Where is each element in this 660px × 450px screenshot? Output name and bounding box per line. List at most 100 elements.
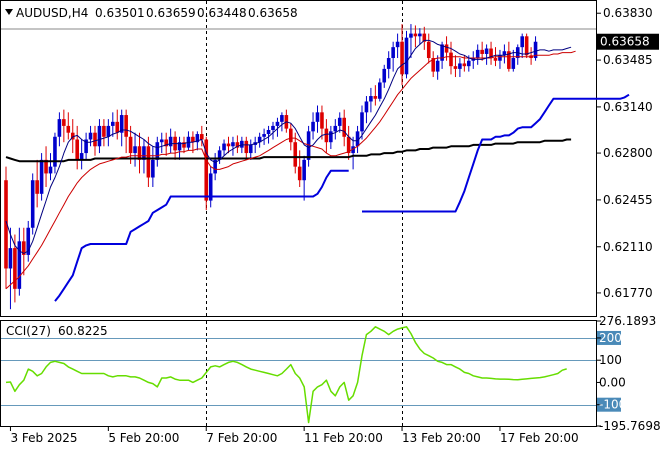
cci-axis-label: 200 <box>599 331 622 345</box>
bull-candle-body <box>119 115 124 133</box>
bull-candle-body <box>84 139 88 154</box>
time-axis-label: 7 Feb 20:00 <box>206 431 277 445</box>
bull-candle-body <box>360 112 364 132</box>
bull-candle-body <box>8 248 13 269</box>
bear-candle-body <box>493 58 498 61</box>
bear-candle-body <box>453 66 458 69</box>
bull-candle-body <box>111 121 115 126</box>
bear-candle-body <box>489 48 493 59</box>
bull-candle-body <box>435 60 440 72</box>
bull-candle-body <box>275 121 280 126</box>
price-axis-label: 0.62110 <box>603 240 653 254</box>
bear-candle-body <box>4 180 8 269</box>
bear-candle-body <box>444 44 449 53</box>
bull-candle-body <box>271 125 275 130</box>
bear-candle-body <box>22 241 26 255</box>
time-axis-label: 13 Feb 20:00 <box>402 431 481 445</box>
bull-candle-body <box>302 159 306 181</box>
bear-candle-body <box>146 146 151 178</box>
ohlc-open-value: 0.63501 <box>95 6 145 20</box>
time-axis-label: 17 Feb 20:00 <box>500 431 579 445</box>
bull-candle-body <box>26 227 31 255</box>
time-axis-label: 11 Feb 20:00 <box>304 431 383 445</box>
trailing-stop-line <box>54 93 630 302</box>
bull-candle-body <box>266 129 271 135</box>
bull-candle-body <box>177 142 182 151</box>
bull-candle-body <box>159 139 164 143</box>
bear-candle-body <box>13 248 17 289</box>
bear-candle-body <box>342 117 346 137</box>
bull-candle-body <box>79 153 84 160</box>
bull-candle-body <box>208 173 213 201</box>
bear-candle-body <box>324 128 329 143</box>
price-axis-label: 0.63140 <box>603 100 653 114</box>
cci-indicator-name: CCI(27) <box>6 324 51 338</box>
bull-candle-body <box>280 115 284 122</box>
price-axis-label: 0.61770 <box>603 286 653 300</box>
bull-candle-body <box>97 125 102 147</box>
bull-candle-body <box>231 142 235 147</box>
bull-candle-body <box>30 180 35 228</box>
bull-candle-body <box>502 51 507 56</box>
bull-candle-body <box>329 131 333 143</box>
cci-axis-label: 0.00 <box>599 375 626 389</box>
price-axis-label: 0.63830 <box>603 6 653 20</box>
bull-candle-body <box>262 134 266 137</box>
bull-candle-body <box>355 131 360 147</box>
main-chart-frame <box>0 0 597 317</box>
bull-candle-body <box>467 60 471 67</box>
cci-panel-frame <box>0 320 597 427</box>
ohlc-close-value: 0.63658 <box>248 6 298 20</box>
bull-candle-body <box>369 96 373 102</box>
bull-candle-body <box>533 41 538 59</box>
cci-axis-label: -100 <box>599 398 626 412</box>
bull-candle-body <box>311 121 315 132</box>
price-axis-label: 0.63485 <box>603 53 653 67</box>
bull-candle-body <box>306 131 311 160</box>
bull-candle-body <box>409 33 413 38</box>
current-price-badge <box>597 33 659 50</box>
bull-candle-body <box>106 125 111 137</box>
symbol-timeframe-label: AUDUSD,H4 <box>16 6 88 20</box>
bear-candle-body <box>62 119 66 126</box>
bull-candle-body <box>133 146 137 154</box>
bull-candle-body <box>155 142 160 160</box>
bull-candle-body <box>213 159 217 174</box>
bear-candle-body <box>400 41 404 75</box>
bear-candle-body <box>373 96 378 99</box>
bull-candle-body <box>440 44 444 61</box>
bull-candle-body <box>168 136 173 147</box>
ohlc-low-value: 0.63448 <box>197 6 247 20</box>
bull-candle-body <box>48 166 53 174</box>
cci-line <box>5 326 567 424</box>
bull-candle-body <box>520 36 524 48</box>
bear-candle-body <box>297 166 302 181</box>
bull-candle-body <box>257 136 262 143</box>
bear-candle-body <box>75 139 79 160</box>
bear-candle-body <box>182 142 186 148</box>
bear-candle-body <box>204 139 209 201</box>
bear-candle-body <box>422 33 427 42</box>
cci-level-badge <box>597 330 621 345</box>
bull-candle-body <box>248 144 253 154</box>
collapse-arrow-icon[interactable] <box>5 9 13 15</box>
cci-indicator-value: 60.8225 <box>58 324 108 338</box>
current-price-badge-label: 0.63658 <box>600 35 650 49</box>
bear-candle-body <box>426 41 431 59</box>
bear-candle-body <box>200 134 204 140</box>
bull-candle-body <box>333 125 338 132</box>
bear-candle-body <box>346 136 351 154</box>
bull-candle-body <box>404 37 409 75</box>
bear-candle-body <box>70 132 75 140</box>
bear-candle-body <box>480 49 484 54</box>
bull-candle-body <box>195 134 200 143</box>
bull-candle-body <box>386 58 391 69</box>
bull-candle-body <box>337 117 342 126</box>
bull-candle-body <box>475 49 480 59</box>
bear-candle-body <box>115 121 120 133</box>
bull-candle-body <box>222 143 226 151</box>
bear-candle-body <box>320 112 324 129</box>
bear-candle-body <box>226 143 231 147</box>
price-axis-label: 0.62800 <box>603 146 653 160</box>
